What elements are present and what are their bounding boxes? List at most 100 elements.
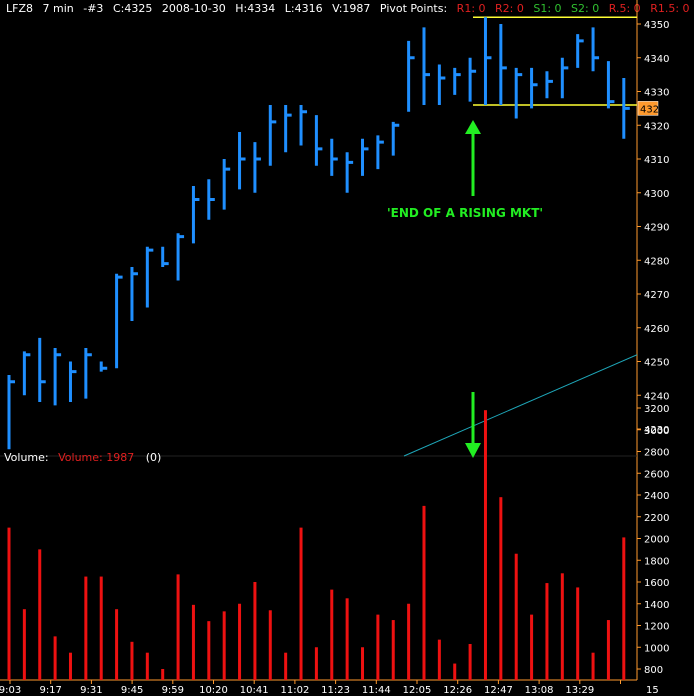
volume-bar [545, 583, 549, 680]
volume-bar [391, 620, 395, 680]
price-tick-label: 4250 [644, 358, 669, 369]
volume-bar [253, 582, 257, 680]
pivot-s2: S2: 0 [571, 2, 599, 15]
volume-legend-value: Volume: 1987 [58, 451, 134, 464]
pivot-r1: R1: 0 [457, 2, 486, 15]
volume-bar [145, 652, 149, 680]
volume-tick-label: 2800 [644, 448, 669, 459]
volume-bar [483, 410, 487, 680]
time-tick-label: 9:03 [0, 685, 21, 696]
volume-bar [222, 611, 226, 680]
pivot-r05: R.5: 0 [609, 2, 641, 15]
price-marker-text: 4325 [640, 104, 665, 115]
time-tick-label: 15 [646, 685, 659, 696]
down-arrow-head [465, 443, 481, 458]
volume-tick-label: 1800 [644, 556, 669, 567]
header-chart-id: -#3 [83, 2, 103, 15]
price-tick-label: 4290 [644, 223, 669, 234]
time-tick-label: 9:17 [39, 685, 61, 696]
volume-bar [7, 527, 11, 680]
trend-line [403, 354, 638, 457]
price-bars [7, 17, 630, 450]
price-axis-ticks: 4230 4240 4250 4260 4270 4280 4290 4300 4310 4320… [637, 20, 669, 436]
volume-tick-label: 2000 [644, 535, 669, 546]
header-close: C:4325 [113, 2, 152, 15]
pivot-r2: R2: 0 [495, 2, 524, 15]
time-tick-label: 9:45 [121, 685, 143, 696]
volume-bar [514, 553, 518, 680]
volume-bar [130, 641, 134, 680]
time-tick-label: 12:26 [443, 685, 472, 696]
time-tick-label: 10:41 [240, 685, 269, 696]
time-tick-label: 11:23 [321, 685, 350, 696]
price-tick-label: 4340 [644, 54, 669, 65]
time-tick-label: 11:02 [280, 685, 309, 696]
price-tick-label: 4230 [644, 425, 669, 436]
volume-legend: Volume: Volume: 1987 (0) [4, 451, 161, 464]
time-tick-label: 12:47 [484, 685, 513, 696]
time-tick-label: 9:59 [162, 685, 184, 696]
header-high: H:4334 [235, 2, 275, 15]
volume-bar [330, 589, 334, 680]
volume-bar [99, 576, 103, 680]
time-tick-label: 11:44 [362, 685, 391, 696]
volume-bar [238, 603, 242, 680]
time-tick-label: 9:31 [80, 685, 102, 696]
volume-tick-label: 2600 [644, 469, 669, 480]
volume-tick-label: 1400 [644, 600, 669, 611]
price-marker-box [637, 101, 659, 116]
price-tick-label: 4320 [644, 121, 669, 132]
volume-bar [268, 610, 272, 680]
time-axis-ticks: 9:03 9:17 9:31 9:45 9:59 10:20 10:41 11:02 11:23… [0, 680, 659, 696]
volume-bar [437, 639, 441, 680]
header-low: L:4316 [285, 2, 323, 15]
volume-bar [84, 576, 88, 680]
volume-bar [622, 537, 626, 680]
volume-bar [207, 621, 211, 680]
pivot-s1: S1: 0 [533, 2, 561, 15]
volume-bar [161, 669, 165, 680]
price-tick-label: 4280 [644, 256, 669, 267]
volume-legend-extra: (0) [146, 451, 162, 464]
up-arrow-head [465, 120, 481, 134]
price-tick-label: 4240 [644, 391, 669, 402]
time-tick-label: 13:29 [565, 685, 594, 696]
volume-bars [7, 410, 626, 680]
volume-bar [68, 652, 72, 680]
volume-bar [591, 652, 595, 680]
price-tick-label: 4270 [644, 290, 669, 301]
volume-bar [499, 497, 503, 680]
header-pivot-label: Pivot Points: [380, 2, 447, 15]
volume-tick-label: 800 [644, 665, 663, 676]
price-marker: 4325 [637, 101, 665, 116]
volume-legend-label: Volume: [4, 451, 49, 464]
volume-bar [299, 527, 303, 680]
header-date: 2008-10-30 [162, 2, 226, 15]
pivot-r15: R1.5: 0 [650, 2, 689, 15]
annotation-text: 'END OF A RISING MKT' [387, 206, 543, 220]
price-tick-label: 4300 [644, 189, 669, 200]
volume-bar [314, 647, 318, 680]
volume-bar [176, 574, 180, 680]
volume-tick-label: 1000 [644, 643, 669, 654]
volume-bar [407, 603, 411, 680]
time-tick-label: 10:20 [199, 685, 228, 696]
volume-bar [284, 652, 288, 680]
volume-tick-label: 2400 [644, 491, 669, 502]
volume-bar [191, 604, 195, 680]
price-tick-label: 4330 [644, 88, 669, 99]
volume-tick-label: 3000 [644, 426, 669, 437]
price-tick-label: 4350 [644, 20, 669, 31]
volume-bar [560, 573, 564, 680]
volume-bar [22, 609, 26, 680]
volume-bar [606, 620, 610, 680]
volume-tick-label: 2200 [644, 513, 669, 524]
volume-bar [453, 663, 457, 680]
volume-bar [115, 609, 119, 680]
volume-bar [576, 587, 580, 680]
chart-header: LFZ8 7 min -#3 C:4325 2008-10-30 H:4334 … [6, 2, 690, 15]
volume-bar [361, 647, 365, 680]
volume-bar [38, 549, 42, 680]
